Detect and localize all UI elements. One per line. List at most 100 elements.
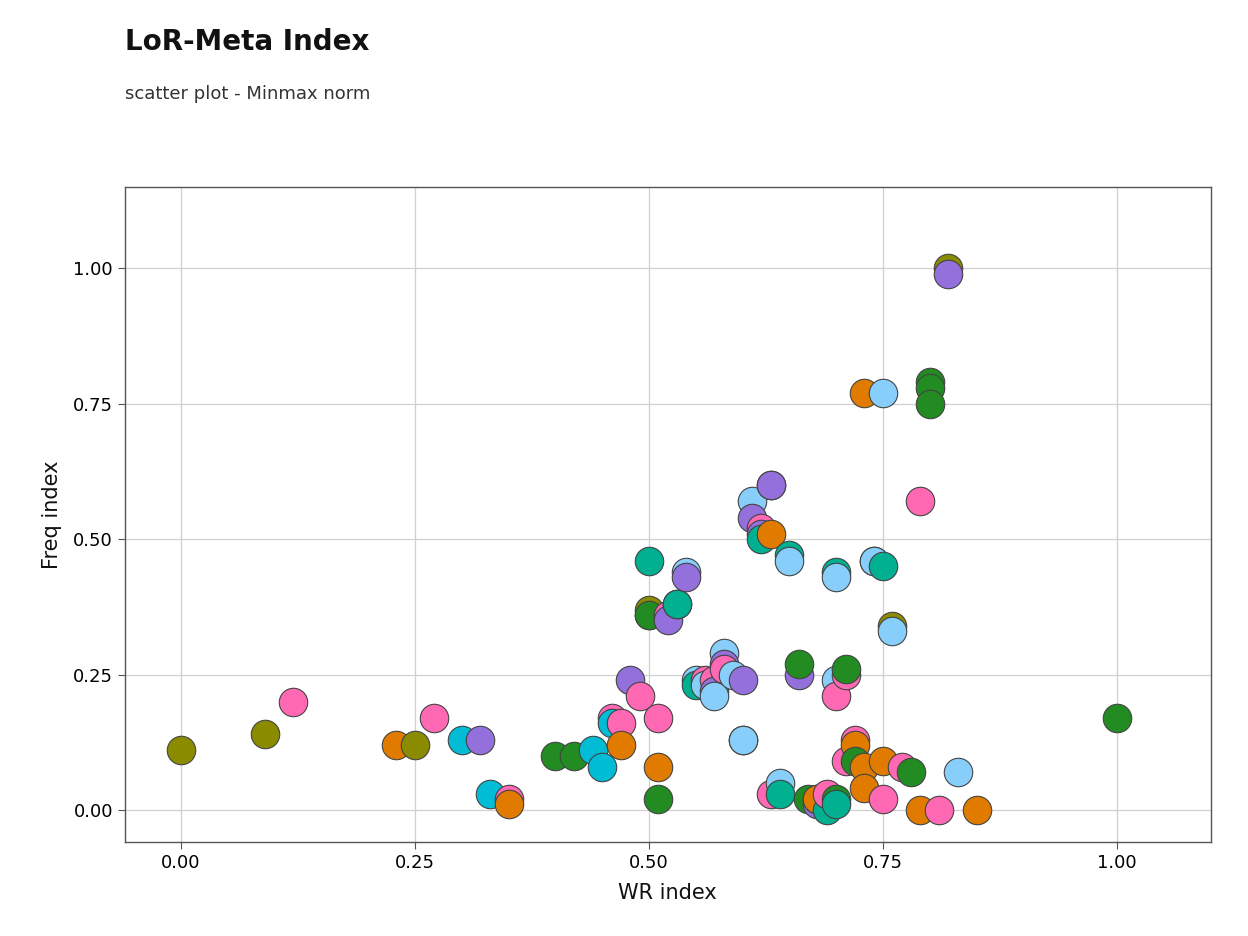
Point xyxy=(283,695,303,709)
Point xyxy=(695,678,715,693)
Point xyxy=(835,662,855,677)
Point xyxy=(760,786,781,801)
Point xyxy=(629,689,649,704)
Point xyxy=(807,797,827,812)
Point xyxy=(583,743,603,758)
Point xyxy=(741,510,761,525)
Point xyxy=(845,753,865,768)
Point xyxy=(826,564,846,579)
Point xyxy=(864,553,884,568)
Point xyxy=(854,759,874,774)
Point xyxy=(872,753,892,768)
Point xyxy=(723,667,743,682)
Point xyxy=(770,775,790,790)
Point xyxy=(770,786,790,801)
Point xyxy=(255,726,275,741)
Point xyxy=(171,743,191,758)
Point xyxy=(807,792,827,807)
Point xyxy=(826,797,846,812)
Point xyxy=(686,678,706,693)
Point xyxy=(545,748,565,763)
Point xyxy=(882,619,902,634)
Point xyxy=(741,494,761,509)
Point xyxy=(704,672,724,687)
Point xyxy=(854,386,874,401)
Point xyxy=(910,494,930,509)
Point xyxy=(872,386,892,401)
Point xyxy=(610,716,630,731)
Point xyxy=(666,596,686,611)
Point xyxy=(920,396,940,411)
Point xyxy=(872,559,892,574)
Point xyxy=(387,738,407,753)
Point xyxy=(676,570,696,585)
Point xyxy=(733,732,753,747)
Point xyxy=(948,765,968,780)
Point xyxy=(620,672,640,687)
Point xyxy=(751,532,771,547)
Point xyxy=(649,759,669,774)
Point xyxy=(649,710,669,725)
Point xyxy=(882,623,902,638)
Point xyxy=(910,802,930,817)
Point xyxy=(826,570,846,585)
Point xyxy=(854,781,874,796)
Point xyxy=(564,748,584,763)
Text: scatter plot - Minmax norm: scatter plot - Minmax norm xyxy=(125,85,371,103)
Point xyxy=(779,553,799,568)
Point xyxy=(835,667,855,682)
Point xyxy=(639,607,659,622)
Point xyxy=(816,802,836,817)
Point xyxy=(658,607,678,622)
Point xyxy=(610,738,630,753)
Point xyxy=(789,667,809,682)
Point xyxy=(835,753,855,768)
Point xyxy=(872,792,892,807)
Point xyxy=(704,689,724,704)
Point xyxy=(639,553,659,568)
Point xyxy=(649,792,669,807)
Point xyxy=(920,380,940,395)
Point xyxy=(929,802,948,817)
Point xyxy=(733,672,753,687)
Text: LoR-Meta Index: LoR-Meta Index xyxy=(125,28,369,56)
Point xyxy=(714,662,734,677)
Point xyxy=(498,797,518,812)
Point xyxy=(760,526,781,541)
Point xyxy=(714,656,734,671)
Point xyxy=(751,526,771,541)
Point xyxy=(845,738,865,753)
Point xyxy=(704,683,724,698)
Point xyxy=(666,596,686,611)
Point xyxy=(938,267,958,282)
Point xyxy=(789,656,809,671)
Point xyxy=(826,792,846,807)
Point xyxy=(845,732,865,747)
Point xyxy=(760,477,781,492)
Point xyxy=(423,710,444,725)
Point xyxy=(404,738,424,753)
Point xyxy=(602,710,622,725)
Point xyxy=(864,553,884,568)
X-axis label: WR index: WR index xyxy=(618,884,718,903)
Point xyxy=(452,732,472,747)
Point xyxy=(751,520,771,535)
Y-axis label: Freq index: Freq index xyxy=(42,461,62,569)
Point xyxy=(816,786,836,801)
Point xyxy=(901,765,921,780)
Point xyxy=(807,792,827,807)
Point xyxy=(658,613,678,628)
Point xyxy=(779,548,799,563)
Point xyxy=(799,792,819,807)
Point xyxy=(602,716,622,731)
Point xyxy=(695,672,715,687)
Point xyxy=(920,374,940,389)
Point xyxy=(470,732,490,747)
Point xyxy=(592,759,612,774)
Point xyxy=(733,732,753,747)
Point xyxy=(686,672,706,687)
Point xyxy=(714,646,734,661)
Point xyxy=(498,792,518,807)
Point xyxy=(639,602,659,617)
Point xyxy=(891,759,911,774)
